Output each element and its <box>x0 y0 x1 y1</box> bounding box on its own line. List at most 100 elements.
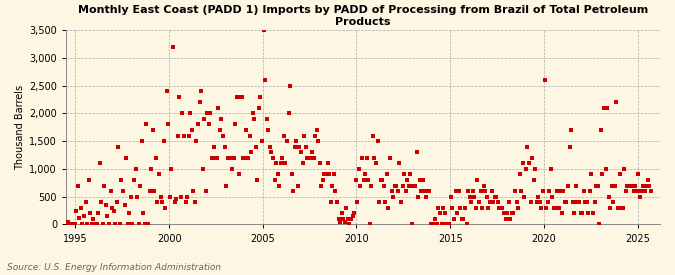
Point <box>272 172 283 177</box>
Point <box>356 156 367 160</box>
Point <box>502 211 512 216</box>
Point <box>592 183 603 188</box>
Point <box>263 128 273 132</box>
Point <box>236 94 247 99</box>
Point <box>329 172 340 177</box>
Point <box>639 189 650 193</box>
Point <box>456 217 467 221</box>
Point <box>379 183 389 188</box>
Point <box>310 133 321 138</box>
Point <box>33 222 44 227</box>
Point <box>190 200 200 204</box>
Point <box>355 183 366 188</box>
Point <box>77 222 88 227</box>
Point <box>61 222 72 227</box>
Point <box>361 156 372 160</box>
Point <box>366 183 377 188</box>
Point <box>126 194 136 199</box>
Point <box>83 178 94 182</box>
Point <box>308 156 319 160</box>
Point <box>383 206 394 210</box>
Point <box>628 189 639 193</box>
Point <box>638 183 649 188</box>
Point <box>358 178 369 182</box>
Point <box>180 200 191 204</box>
Point <box>389 183 400 188</box>
Point <box>186 128 197 132</box>
Point <box>485 200 495 204</box>
Point <box>494 206 505 210</box>
Point <box>513 206 524 210</box>
Point <box>36 222 47 227</box>
Point <box>46 222 57 227</box>
Point <box>250 144 261 149</box>
Point <box>581 200 592 204</box>
Point <box>144 189 155 193</box>
Point <box>260 78 271 82</box>
Point <box>499 211 510 216</box>
Point <box>242 156 253 160</box>
Point <box>72 183 83 188</box>
Point <box>60 222 71 227</box>
Point <box>119 203 130 207</box>
Point <box>288 189 298 193</box>
Point <box>394 161 405 166</box>
Point <box>70 222 80 227</box>
Point <box>474 200 485 204</box>
Point <box>450 189 461 193</box>
Point <box>169 200 180 204</box>
Point <box>296 150 306 155</box>
Point <box>74 216 85 220</box>
Point <box>338 217 348 221</box>
Point <box>622 183 632 188</box>
Point <box>277 156 288 160</box>
Point <box>271 161 281 166</box>
Point <box>283 111 294 116</box>
Y-axis label: Thousand Barrels: Thousand Barrels <box>15 85 25 170</box>
Point <box>204 122 215 127</box>
Point <box>446 194 456 199</box>
Point <box>396 200 406 204</box>
Point <box>589 200 600 204</box>
Point <box>213 106 223 110</box>
Point <box>397 183 408 188</box>
Point <box>477 206 487 210</box>
Point <box>611 100 622 104</box>
Point <box>158 139 169 143</box>
Point <box>49 222 60 227</box>
Point <box>66 222 77 227</box>
Point <box>252 178 263 182</box>
Point <box>561 200 572 204</box>
Point <box>375 178 386 182</box>
Point <box>347 214 358 218</box>
Point <box>202 111 213 116</box>
Point <box>505 217 516 221</box>
Point <box>550 206 561 210</box>
Point <box>506 211 517 216</box>
Point <box>136 139 147 143</box>
Point <box>467 189 478 193</box>
Point <box>176 194 186 199</box>
Point <box>586 172 597 177</box>
Point <box>172 133 183 138</box>
Point <box>591 183 601 188</box>
Point <box>151 156 161 160</box>
Point <box>545 167 556 171</box>
Point <box>97 222 108 227</box>
Point <box>400 189 411 193</box>
Point <box>525 200 536 204</box>
Point <box>146 167 157 171</box>
Point <box>316 183 327 188</box>
Point <box>408 183 419 188</box>
Point <box>113 144 124 149</box>
Point <box>325 200 336 204</box>
Point <box>572 200 583 204</box>
Point <box>55 222 66 227</box>
Point <box>179 133 190 138</box>
Point <box>481 194 492 199</box>
Point <box>377 178 387 182</box>
Point <box>419 189 430 193</box>
Point <box>626 183 637 188</box>
Point <box>406 222 417 227</box>
Point <box>522 144 533 149</box>
